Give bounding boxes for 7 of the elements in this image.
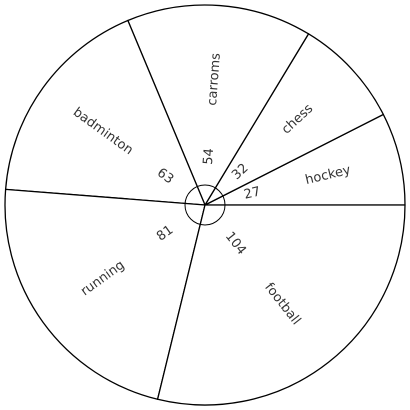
slice-label: hockey — [304, 162, 352, 188]
slice-label: carroms — [205, 52, 224, 106]
data-label: 54 — [200, 148, 218, 166]
data-label: 27 — [242, 184, 262, 203]
data-label: 81 — [154, 222, 176, 244]
data-label: 63 — [154, 166, 176, 188]
data-label: 32 — [229, 160, 252, 184]
